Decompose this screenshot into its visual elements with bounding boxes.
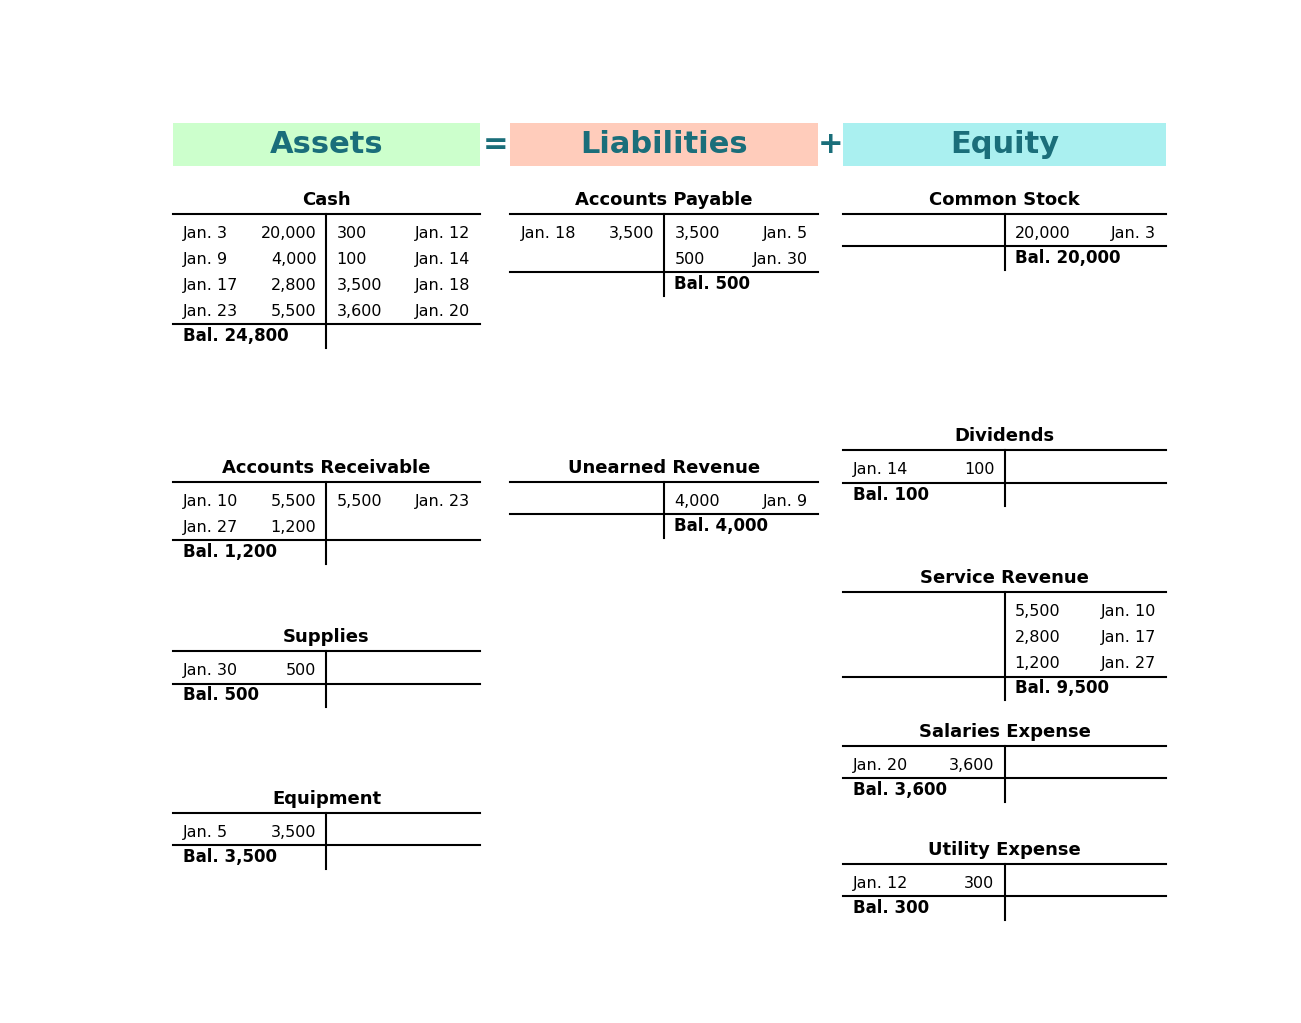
Text: Bal. 24,800: Bal. 24,800: [182, 327, 289, 345]
Text: Bal. 500: Bal. 500: [674, 275, 751, 294]
Text: Bal. 300: Bal. 300: [853, 899, 929, 917]
Text: Bal. 500: Bal. 500: [182, 686, 259, 705]
Text: 5,500: 5,500: [1015, 604, 1060, 619]
Text: Jan. 30: Jan. 30: [753, 252, 808, 267]
Text: Bal. 3,500: Bal. 3,500: [182, 848, 277, 865]
Text: 100: 100: [337, 252, 367, 267]
Text: Bal. 1,200: Bal. 1,200: [182, 543, 277, 561]
Text: Service Revenue: Service Revenue: [920, 569, 1089, 587]
Text: +: +: [818, 130, 843, 159]
Text: Jan. 14: Jan. 14: [415, 252, 470, 267]
Text: Bal. 4,000: Bal. 4,000: [674, 517, 769, 535]
Text: 3,600: 3,600: [948, 758, 994, 772]
Text: Jan. 20: Jan. 20: [415, 304, 470, 319]
Text: Dividends: Dividends: [955, 428, 1055, 445]
Text: 3,500: 3,500: [337, 278, 382, 293]
Text: 2,800: 2,800: [271, 278, 316, 293]
Text: Jan. 30: Jan. 30: [182, 663, 238, 678]
Text: Jan. 5: Jan. 5: [762, 226, 808, 241]
Text: Jan. 3: Jan. 3: [1111, 226, 1155, 241]
Text: Bal. 9,500: Bal. 9,500: [1015, 679, 1108, 698]
Text: Jan. 20: Jan. 20: [853, 758, 908, 772]
Text: Jan. 17: Jan. 17: [182, 278, 238, 293]
Text: Jan. 18: Jan. 18: [415, 278, 470, 293]
Text: Bal. 3,600: Bal. 3,600: [853, 781, 947, 799]
Text: Jan. 27: Jan. 27: [1101, 656, 1155, 671]
Text: 500: 500: [286, 663, 316, 678]
Text: Supplies: Supplies: [284, 628, 369, 647]
Text: =: =: [483, 130, 509, 159]
Text: Jan. 23: Jan. 23: [182, 304, 238, 319]
Text: Common Stock: Common Stock: [929, 191, 1080, 209]
Text: Accounts Payable: Accounts Payable: [575, 191, 753, 209]
Text: 5,500: 5,500: [271, 494, 316, 508]
Text: Utility Expense: Utility Expense: [928, 841, 1081, 859]
Text: 1,200: 1,200: [1015, 656, 1060, 671]
Text: Cash: Cash: [302, 191, 351, 209]
Text: Jan. 3: Jan. 3: [182, 226, 228, 241]
Text: Jan. 9: Jan. 9: [182, 252, 228, 267]
FancyBboxPatch shape: [843, 123, 1166, 166]
Text: 5,500: 5,500: [271, 304, 316, 319]
FancyBboxPatch shape: [173, 123, 480, 166]
FancyBboxPatch shape: [510, 123, 818, 166]
Text: 300: 300: [337, 226, 367, 241]
Text: Jan. 9: Jan. 9: [762, 494, 808, 508]
Text: Jan. 23: Jan. 23: [415, 494, 470, 508]
Text: 2,800: 2,800: [1015, 630, 1060, 646]
Text: Bal. 20,000: Bal. 20,000: [1015, 250, 1120, 267]
Text: 500: 500: [674, 252, 705, 267]
Text: Jan. 17: Jan. 17: [1101, 630, 1155, 646]
Text: 3,600: 3,600: [337, 304, 382, 319]
Text: Jan. 12: Jan. 12: [415, 226, 470, 241]
Text: Unearned Revenue: Unearned Revenue: [569, 458, 760, 477]
Text: 20,000: 20,000: [260, 226, 316, 241]
Text: Equipment: Equipment: [272, 790, 381, 807]
Text: Salaries Expense: Salaries Expense: [919, 722, 1090, 741]
Text: 4,000: 4,000: [271, 252, 316, 267]
Text: 4,000: 4,000: [674, 494, 719, 508]
Text: Jan. 18: Jan. 18: [520, 226, 576, 241]
Text: Assets: Assets: [269, 130, 384, 159]
Text: 300: 300: [964, 876, 994, 891]
Text: 1,200: 1,200: [271, 520, 316, 535]
Text: Jan. 10: Jan. 10: [1101, 604, 1155, 619]
Text: Jan. 10: Jan. 10: [182, 494, 238, 508]
Text: Liabilities: Liabilities: [580, 130, 748, 159]
Text: 3,500: 3,500: [609, 226, 654, 241]
Text: 3,500: 3,500: [271, 825, 316, 840]
Text: Jan. 27: Jan. 27: [182, 520, 238, 535]
Text: Jan. 12: Jan. 12: [853, 876, 908, 891]
Text: Jan. 14: Jan. 14: [853, 462, 908, 478]
Text: 20,000: 20,000: [1015, 226, 1071, 241]
Text: 5,500: 5,500: [337, 494, 382, 508]
Text: Accounts Receivable: Accounts Receivable: [222, 458, 431, 477]
Text: Bal. 100: Bal. 100: [853, 486, 929, 503]
Text: 3,500: 3,500: [674, 226, 719, 241]
Text: Equity: Equity: [950, 130, 1059, 159]
Text: Jan. 5: Jan. 5: [182, 825, 228, 840]
Text: 100: 100: [964, 462, 994, 478]
